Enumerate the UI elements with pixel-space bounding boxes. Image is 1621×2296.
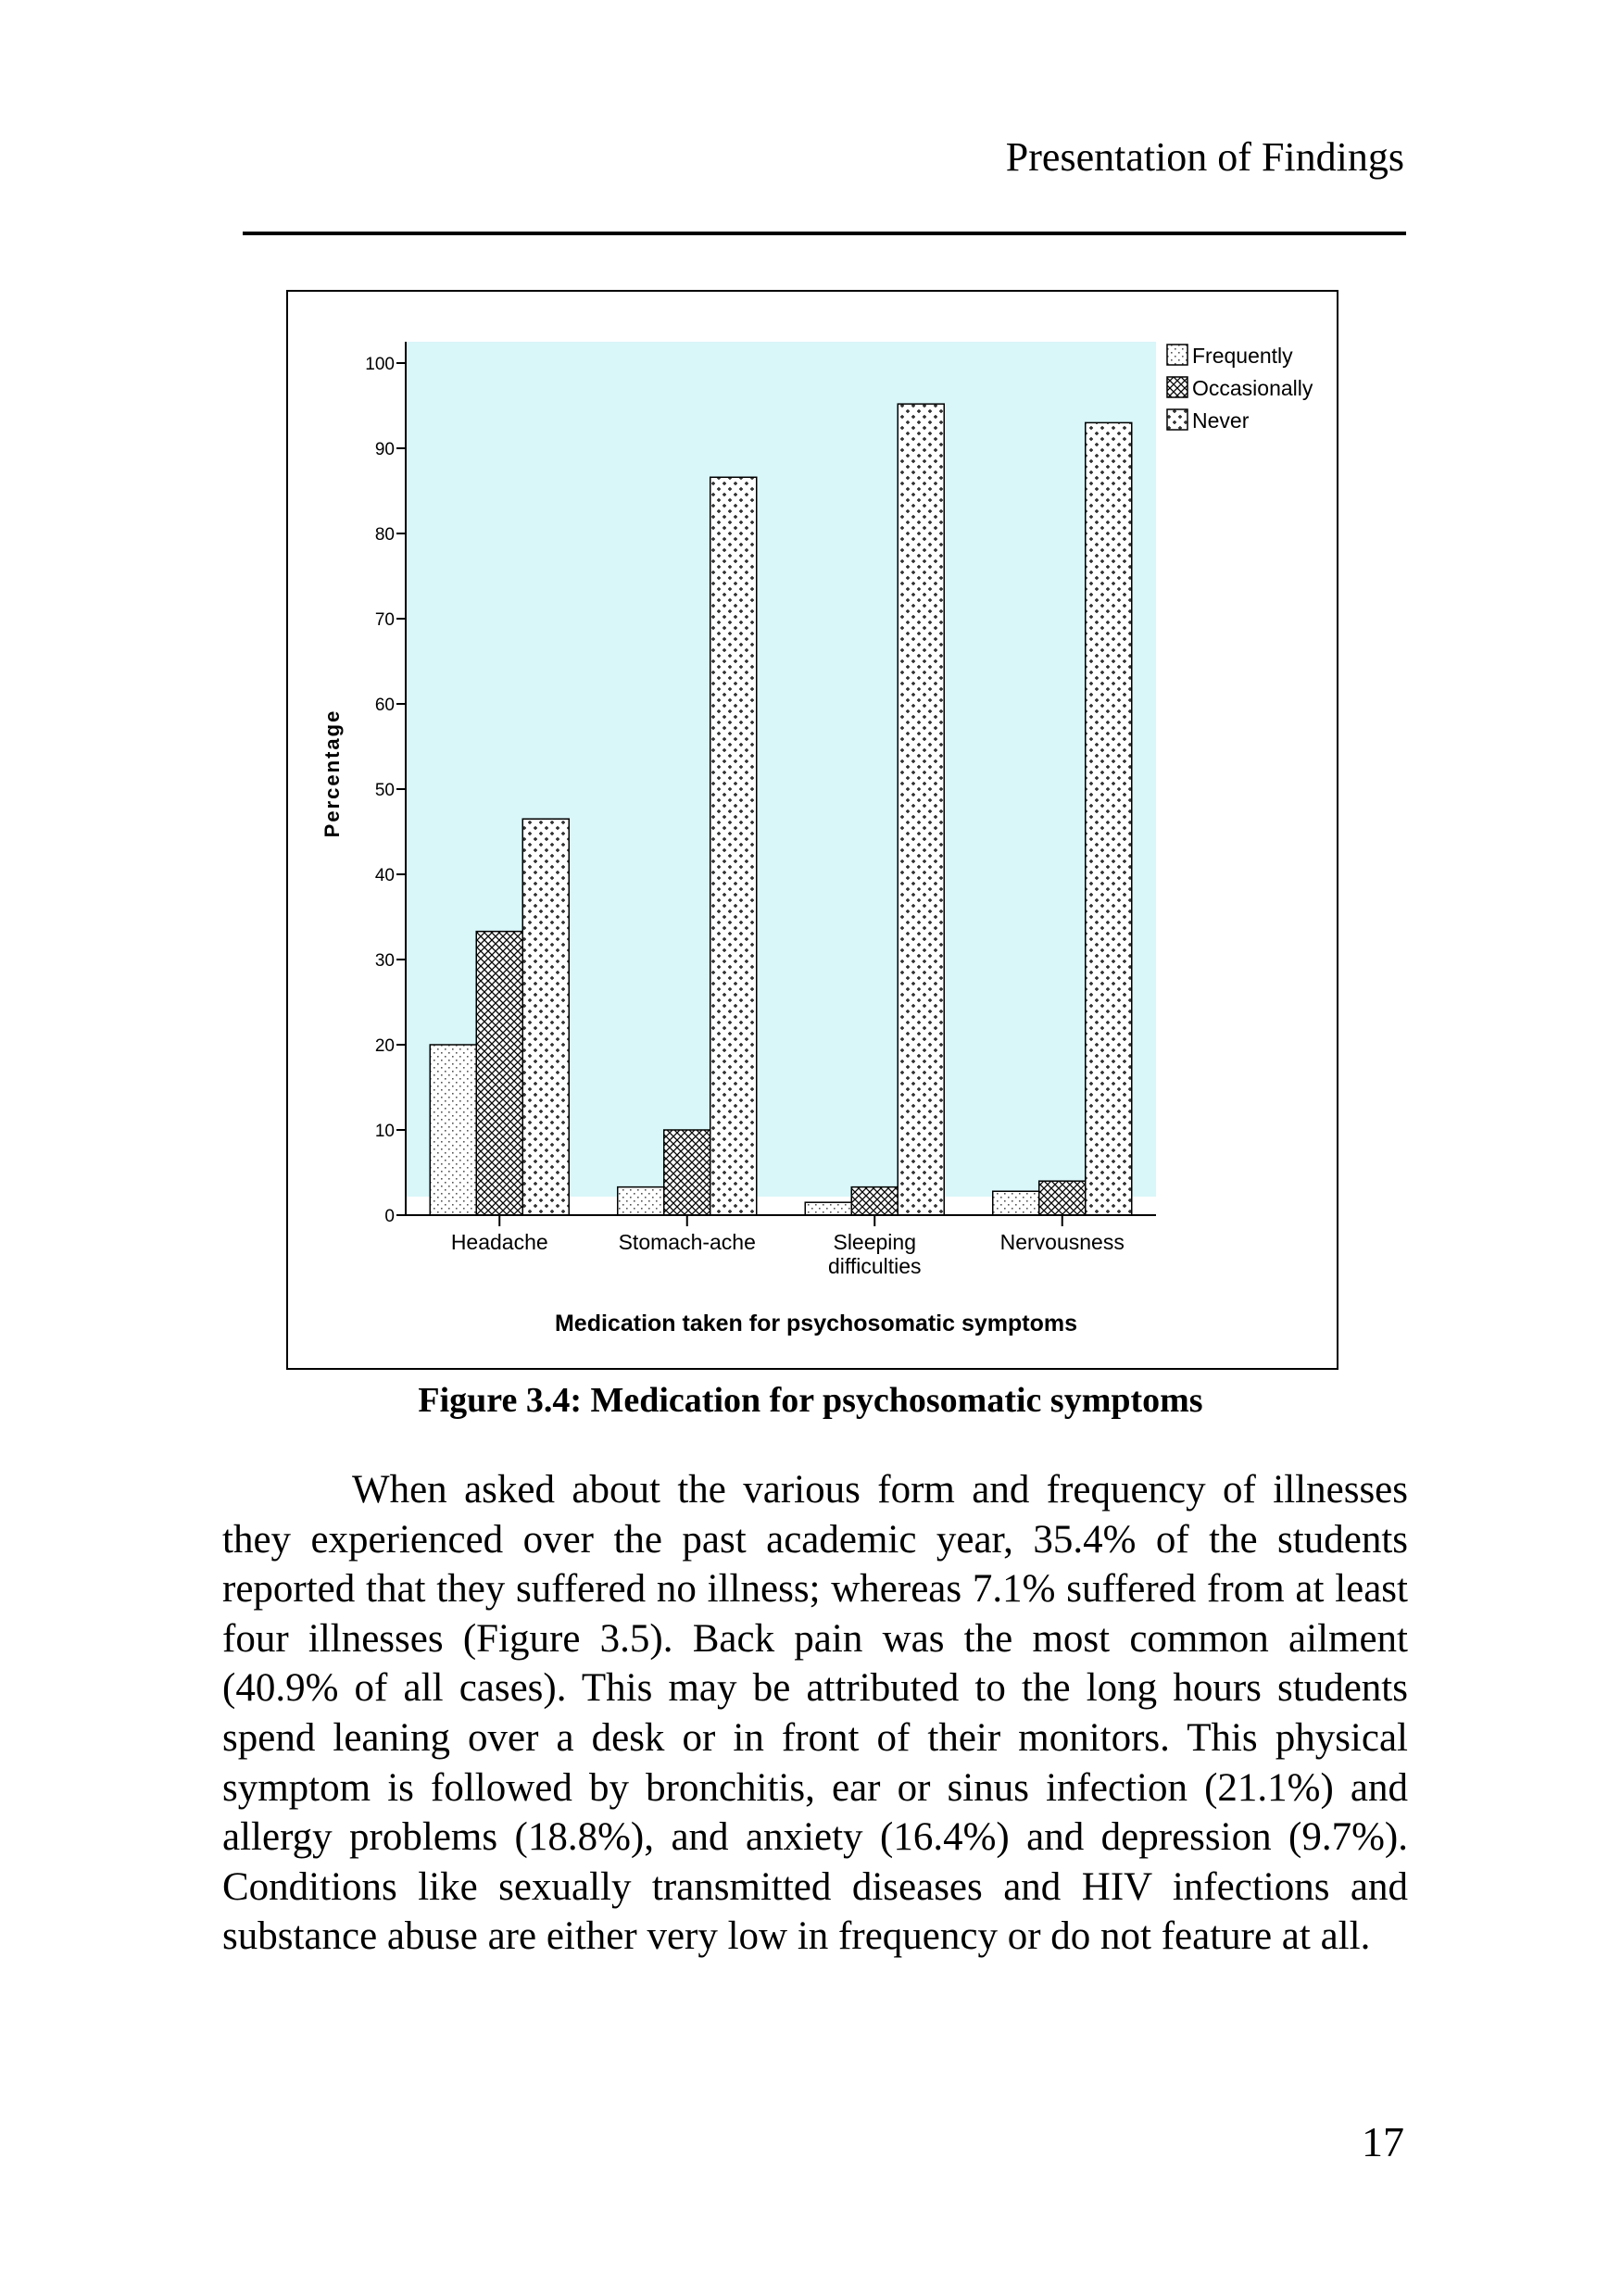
bar-occasionally-4 [1038,1180,1087,1216]
y-tick-label: 70 [375,610,395,630]
legend-swatch-occasionally [1166,376,1188,398]
legend-label-never: Never [1192,408,1250,433]
chart-legend: Frequently Occasionally Never [1166,344,1313,433]
y-tick-label: 30 [375,951,395,971]
x-axis-title: Medication taken for psychosomatic sympt… [555,1311,1077,1336]
bars-group [429,403,1133,1216]
bar-never-3 [897,403,945,1216]
y-tick-label: 80 [375,525,395,545]
legend-label-occasionally: Occasionally [1192,376,1313,400]
x-tick-label: Sleeping difficulties [828,1230,922,1278]
y-tick-label: 20 [375,1036,395,1056]
bar-frequently-4 [992,1190,1040,1216]
bar-occasionally-3 [850,1186,898,1216]
bar-frequently-1 [429,1044,477,1216]
figure-caption: Figure 3.4: Medication for psychosomatic… [418,1381,1203,1420]
bar-never-4 [1085,421,1133,1216]
page-number: 17 [1362,2118,1404,2165]
legend-swatch-frequently [1166,344,1188,366]
y-tick-label: 0 [384,1207,395,1226]
header-rule [243,232,1406,235]
x-tick-label: Stomach-ache [619,1230,756,1254]
axes-group: 0 10 20 30 40 50 60 70 80 90 100 Headache Stomach-ac… [365,342,1156,1278]
y-tick-label: 90 [375,440,395,459]
chart-frame: 0 10 20 30 40 50 60 70 80 90 100 Headache Stomach-ac… [286,290,1338,1370]
y-axis-title: Percentage [320,709,344,838]
y-tick-label: 40 [375,866,395,885]
bar-occasionally-2 [663,1129,711,1216]
bar-chart: 0 10 20 30 40 50 60 70 80 90 100 Headache Stomach-ac… [320,342,1313,1336]
x-tick-label: Nervousness [1000,1230,1125,1254]
y-tick-label: 100 [365,355,395,374]
running-header: Presentation of Findings [1005,134,1404,180]
legend-label-frequently: Frequently [1192,344,1293,368]
y-tick-label: 60 [375,696,395,715]
bar-occasionally-1 [475,930,523,1216]
bar-frequently-2 [617,1186,665,1216]
legend-swatch-never [1166,408,1188,431]
bar-frequently-3 [804,1201,852,1216]
body-paragraph: When asked about the various form and fr… [222,1465,1408,1962]
bar-never-2 [710,476,758,1216]
y-tick-label: 10 [375,1122,395,1141]
body-paragraph-text: When asked about the various form and fr… [222,1468,1408,1959]
y-tick-label: 50 [375,781,395,800]
x-tick-label: Headache [451,1230,548,1254]
bar-never-1 [521,818,570,1216]
